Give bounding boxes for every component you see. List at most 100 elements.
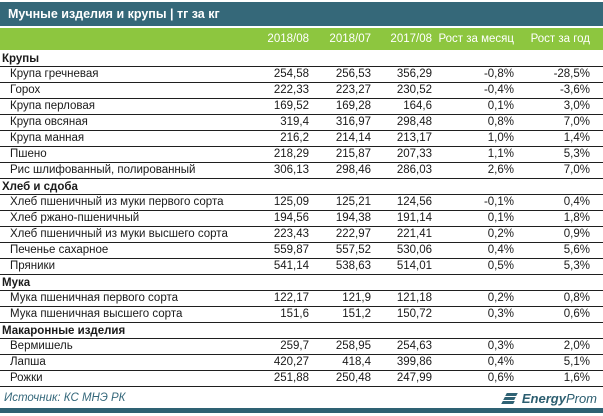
price-cell: 222,97 <box>310 226 372 243</box>
growth-cell: 1,0% <box>433 130 515 147</box>
row-label: Рожки <box>0 370 247 387</box>
price-cell: 214,14 <box>310 130 372 147</box>
price-cell: 399,86 <box>372 354 433 371</box>
price-cell: 254,63 <box>372 338 433 355</box>
section-title: Макаронные изделия <box>0 322 603 339</box>
price-cell: 306,13 <box>247 162 310 179</box>
section-header-row: Мука <box>0 274 603 291</box>
growth-cell: 0,2% <box>433 290 515 307</box>
section-title: Мука <box>0 274 603 291</box>
price-cell: 221,41 <box>372 226 433 243</box>
growth-cell: 1,6% <box>515 370 603 387</box>
row-label: Печенье сахарное <box>0 242 247 259</box>
row-label: Пшено <box>0 146 247 163</box>
price-cell: 164,6 <box>372 98 433 115</box>
price-cell: 298,48 <box>372 114 433 131</box>
energyprom-logo: EnergyProm <box>501 391 597 406</box>
growth-cell: 5,3% <box>515 258 603 275</box>
energyprom-logo-text: EnergyProm <box>522 391 597 406</box>
column-header-growth-month: Рост за месяц <box>433 28 515 50</box>
footer: Источник: КС МНЭ РК EnergyProm <box>0 388 603 408</box>
growth-cell: 0,4% <box>433 242 515 259</box>
price-cell: 223,27 <box>310 82 372 99</box>
growth-cell: 0,3% <box>433 338 515 355</box>
row-label: Крупа перловая <box>0 98 247 115</box>
growth-cell: -0,8% <box>433 66 515 83</box>
price-cell: 538,63 <box>310 258 372 275</box>
growth-cell: -0,4% <box>433 82 515 99</box>
growth-cell: 2,0% <box>515 338 603 355</box>
growth-cell: -3,6% <box>515 82 603 99</box>
growth-cell: -28,5% <box>515 66 603 83</box>
table-row: Мука пшеничная высшего сорта 151,6 151,2 15… <box>0 306 603 323</box>
row-label: Крупа манная <box>0 130 247 147</box>
price-cell: 215,87 <box>310 146 372 163</box>
row-label: Хлеб пшеничный из муки первого сорта <box>0 194 247 211</box>
table-row: Крупа манная 216,2 214,14 213,17 1,0% 1,4% <box>0 130 603 147</box>
growth-cell: 1,4% <box>515 130 603 147</box>
energyprom-logo-icon <box>501 392 518 404</box>
price-cell: 557,52 <box>310 242 372 259</box>
row-label: Вермишель <box>0 338 247 355</box>
table-row: Рис шлифованный, полированный 306,13 298,4… <box>0 162 603 179</box>
price-cell: 216,2 <box>247 130 310 147</box>
growth-cell: 0,8% <box>515 290 603 307</box>
growth-cell: 0,9% <box>515 226 603 243</box>
growth-cell: 2,6% <box>433 162 515 179</box>
growth-cell: 1,8% <box>515 210 603 227</box>
table-row: Крупа гречневая 254,58 256,53 356,29 -0,8% -2… <box>0 66 603 83</box>
price-cell: 151,6 <box>247 306 310 323</box>
price-cell: 125,09 <box>247 194 310 211</box>
column-header-2017-08: 2017/08 <box>372 28 433 50</box>
price-cell: 286,03 <box>372 162 433 179</box>
price-cell: 230,52 <box>372 82 433 99</box>
price-cell: 169,52 <box>247 98 310 115</box>
price-cell: 222,33 <box>247 82 310 99</box>
price-cell: 169,28 <box>310 98 372 115</box>
row-label: Пряники <box>0 258 247 275</box>
growth-cell: 0,8% <box>433 114 515 131</box>
column-header-2018-08: 2018/08 <box>247 28 310 50</box>
table-row: Рожки 251,88 250,48 247,99 0,6% 1,6% <box>0 370 603 387</box>
price-cell: 259,7 <box>247 338 310 355</box>
price-cell: 207,33 <box>372 146 433 163</box>
table-row: Пшено 218,29 215,87 207,33 1,1% 5,3% <box>0 146 603 163</box>
price-cell: 316,97 <box>310 114 372 131</box>
price-cell: 223,43 <box>247 226 310 243</box>
price-table: 2018/08 2018/07 2017/08 Рост за месяц Ро… <box>0 28 603 387</box>
growth-cell: 5,3% <box>515 146 603 163</box>
logo-text-bold: Energy <box>521 390 566 406</box>
table-row: Крупа овсяная 319,4 316,97 298,48 0,8% 7,0% <box>0 114 603 131</box>
growth-cell: 5,1% <box>515 354 603 371</box>
price-cell: 256,53 <box>310 66 372 83</box>
title-bar: Мучные изделия и крупы | тг за кг <box>0 2 603 26</box>
price-cell: 418,4 <box>310 354 372 371</box>
growth-cell: 0,2% <box>433 226 515 243</box>
table-row: Хлеб пшеничный из муки высшего сорта 223,… <box>0 226 603 243</box>
growth-cell: 5,6% <box>515 242 603 259</box>
bottom-bar <box>0 408 603 413</box>
price-cell: 213,17 <box>372 130 433 147</box>
row-label: Крупа гречневая <box>0 66 247 83</box>
table-row: Горох 222,33 223,27 230,52 -0,4% -3,6% <box>0 82 603 99</box>
table-row: Хлеб ржано-пшеничный 194,56 194,38 191,14 0,… <box>0 210 603 227</box>
growth-cell: 0,1% <box>433 210 515 227</box>
growth-cell: 0,4% <box>433 354 515 371</box>
row-label: Хлеб пшеничный из муки высшего сорта <box>0 226 247 243</box>
source-note: Источник: КС МНЭ РК <box>4 392 126 404</box>
growth-cell: 0,3% <box>433 306 515 323</box>
table-row: Пряники 541,14 538,63 514,01 0,5% 5,3% <box>0 258 603 275</box>
price-cell: 356,29 <box>372 66 433 83</box>
price-cell: 250,48 <box>310 370 372 387</box>
growth-cell: 3,0% <box>515 98 603 115</box>
price-cell: 559,87 <box>247 242 310 259</box>
growth-cell: 0,6% <box>433 370 515 387</box>
price-cell: 122,17 <box>247 290 310 307</box>
price-cell: 247,99 <box>372 370 433 387</box>
row-label: Мука пшеничная первого сорта <box>0 290 247 307</box>
row-label: Рис шлифованный, полированный <box>0 162 247 179</box>
table-row: Печенье сахарное 559,87 557,52 530,06 0,4% 5,… <box>0 242 603 259</box>
row-label: Хлеб ржано-пшеничный <box>0 210 247 227</box>
price-cell: 191,14 <box>372 210 433 227</box>
